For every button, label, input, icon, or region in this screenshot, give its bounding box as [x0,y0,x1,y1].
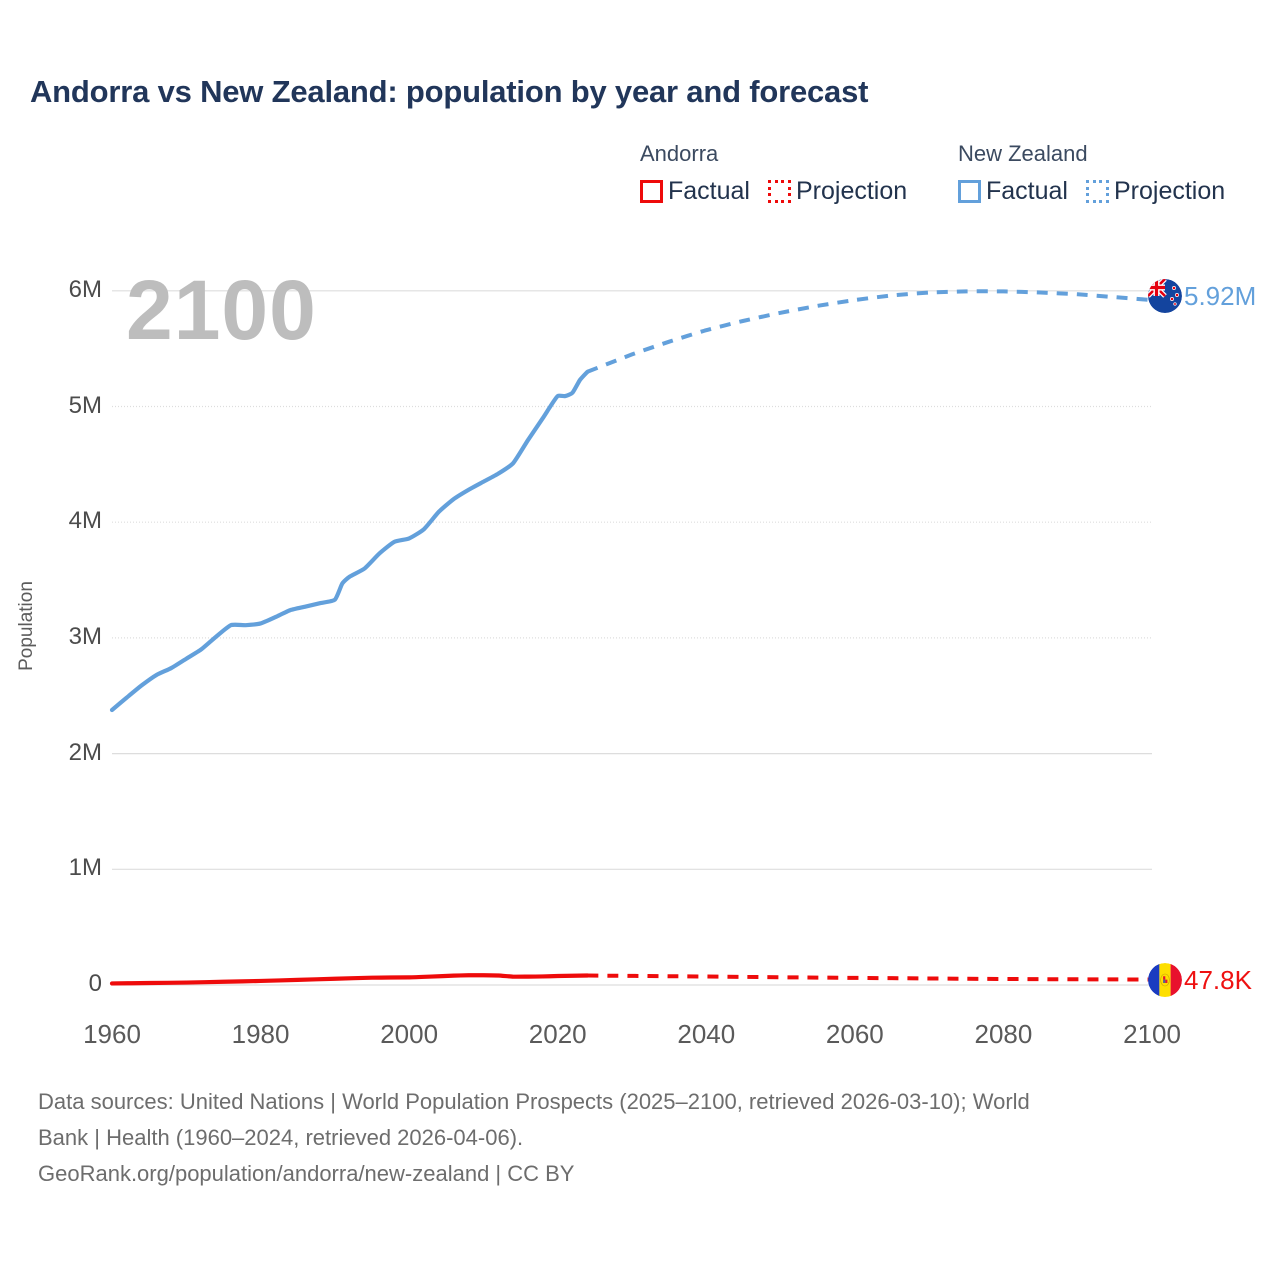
y-axis-tick-label: 2M [68,738,102,766]
x-axis-tick-label: 1980 [231,1019,290,1049]
series-line-new-zealand-factual [109,369,590,713]
x-axis-tick-label: 1960 [83,1019,141,1049]
y-axis-tick-label: 5M [68,391,102,419]
legend-item-label: Projection [795,177,908,205]
legend-item-andorra-factual[interactable]: Factual [640,179,750,204]
legend-swatch-solid-icon [640,180,663,203]
legend-swatch-dotted-icon [1085,180,1109,203]
x-axis-tick-label: 2020 [528,1019,587,1049]
x-axis-tick-label: 2060 [825,1019,884,1049]
series-line-new-zealand-projection [586,289,1153,374]
chart-legend: Andorra Factual Projection New Zealand F… [640,141,1260,225]
legend-swatch-dotted-icon [767,180,791,203]
new-zealand-flag-icon [1148,279,1182,313]
andorra-flag-icon [1148,963,1182,997]
legend-item-new-zealand-factual[interactable]: Factual [958,179,1068,204]
y-axis-tick-label: 3M [68,622,102,650]
x-axis-tick-label: 2000 [380,1019,439,1049]
new-zealand-endpoint-value: 5.92M [1184,281,1257,311]
andorra-endpoint-value: 47.8K [1184,965,1252,995]
legend-item-new-zealand-projection[interactable]: Projection [1085,177,1226,205]
legend-group-title: Andorra [640,141,719,166]
footer-line-1: Data sources: United Nations | World Pop… [38,1089,1030,1114]
page-title: Andorra vs New Zealand: population by ye… [30,74,869,109]
footer-line-3: GeoRank.org/population/andorra/new-zeala… [38,1161,575,1186]
footer-line-2: Bank | Health (1960–2024, retrieved 2026… [38,1125,524,1150]
legend-item-label: Factual [986,177,1068,205]
footer-sources: Data sources: United Nations | World Pop… [38,1084,1238,1192]
legend-item-label: Projection [1113,177,1226,205]
legend-item-label: Factual [668,177,750,205]
x-axis-tick-label: 2080 [974,1019,1033,1049]
plot-area [109,289,1153,986]
series-line-andorra-factual [109,973,590,986]
y-axis-tick-label: 6M [68,275,102,303]
legend-group-new-zealand: New Zealand Factual Projection [958,141,1225,204]
y-axis-tick-label: 1M [68,854,102,882]
x-axis-tick-label: 2040 [677,1019,736,1049]
legend-group-andorra: Andorra Factual Projection [640,141,907,204]
y-axis-tick-label: 4M [68,507,102,535]
legend-item-andorra-projection[interactable]: Projection [767,177,908,205]
x-axis-tick-label: 2100 [1123,1019,1181,1049]
legend-group-title: New Zealand [958,141,1088,166]
series-line-andorra-projection [587,973,1153,982]
legend-swatch-solid-icon [958,180,981,203]
y-axis-tick-label: 0 [88,970,102,997]
year-watermark: 2100 [126,263,317,357]
